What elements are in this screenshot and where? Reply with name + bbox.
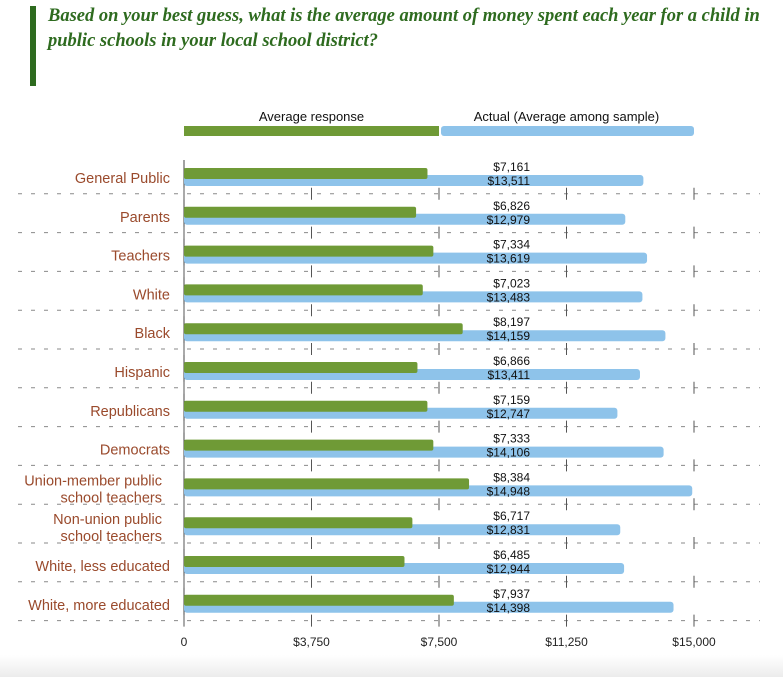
x-tick-label: $11,250 bbox=[545, 635, 588, 649]
value-label-average: $6,485 bbox=[493, 548, 530, 562]
category-label: Hispanic bbox=[114, 365, 170, 381]
legend-swatch-actual bbox=[441, 126, 694, 136]
category-label: White, less educated bbox=[35, 559, 170, 575]
value-label-average: $6,717 bbox=[493, 509, 530, 523]
value-label-actual: $12,979 bbox=[487, 213, 531, 227]
value-label-actual: $13,411 bbox=[488, 368, 531, 382]
value-label-actual: $14,106 bbox=[487, 446, 531, 460]
category-label: Republicans bbox=[90, 404, 170, 420]
value-label-average: $7,937 bbox=[493, 587, 530, 601]
bar-average-response bbox=[184, 206, 417, 218]
category-label: Parents bbox=[120, 210, 170, 226]
bar-average-response bbox=[184, 323, 463, 335]
value-label-actual: $12,747 bbox=[487, 407, 531, 421]
legend-label-actual: Actual (Average among sample) bbox=[474, 109, 659, 124]
bar-average-response bbox=[184, 284, 423, 296]
value-label-average: $8,197 bbox=[493, 315, 530, 329]
value-label-average: $7,333 bbox=[493, 432, 530, 446]
x-tick-label: $7,500 bbox=[421, 635, 458, 649]
value-label-average: $7,159 bbox=[493, 393, 530, 407]
category-label: Democrats bbox=[100, 443, 170, 459]
value-label-actual: $13,511 bbox=[488, 174, 531, 188]
chart-title: Based on your best guess, what is the av… bbox=[48, 6, 760, 51]
value-label-average: $7,334 bbox=[493, 238, 530, 252]
category-label: White, more educated bbox=[28, 598, 170, 614]
bar-average-response bbox=[184, 439, 434, 451]
category-label: General Public bbox=[75, 171, 170, 187]
value-label-actual: $14,159 bbox=[487, 329, 531, 343]
category-label: school teachers bbox=[60, 490, 162, 506]
bar-average-response bbox=[184, 168, 428, 179]
x-tick-label: $15,000 bbox=[672, 635, 716, 649]
x-tick-label: $3,750 bbox=[293, 635, 330, 649]
bar-average-response bbox=[184, 478, 470, 490]
category-label: school teachers bbox=[60, 529, 162, 545]
value-label-average: $7,023 bbox=[493, 276, 530, 290]
legend-swatch-average bbox=[184, 126, 439, 136]
category-label: White bbox=[133, 287, 170, 303]
title-accent-bar bbox=[30, 6, 36, 86]
category-label: Teachers bbox=[111, 249, 170, 265]
legend-label-average: Average response bbox=[259, 109, 364, 124]
x-tick-label: 0 bbox=[181, 635, 188, 649]
bottom-fade bbox=[0, 655, 783, 677]
value-label-average: $8,384 bbox=[493, 470, 530, 484]
bar-average-response bbox=[184, 245, 434, 257]
value-label-actual: $13,619 bbox=[487, 252, 531, 266]
value-label-average: $6,866 bbox=[493, 354, 530, 368]
value-label-average: $6,826 bbox=[493, 199, 530, 213]
bar-average-response bbox=[184, 400, 428, 412]
value-label-actual: $12,831 bbox=[487, 523, 531, 537]
category-label: Non-union public bbox=[53, 512, 162, 528]
value-label-actual: $14,398 bbox=[487, 601, 531, 615]
bar-average-response bbox=[184, 362, 418, 373]
category-label: Black bbox=[135, 326, 171, 342]
value-label-actual: $14,948 bbox=[487, 484, 531, 498]
category-label: Union-member public bbox=[24, 473, 162, 489]
value-label-actual: $12,944 bbox=[487, 562, 531, 576]
bar-average-response bbox=[184, 556, 405, 567]
value-label-average: $7,161 bbox=[493, 160, 530, 174]
bar-average-response bbox=[184, 594, 454, 606]
value-label-actual: $13,483 bbox=[487, 290, 531, 304]
bar-average-response bbox=[184, 517, 413, 529]
